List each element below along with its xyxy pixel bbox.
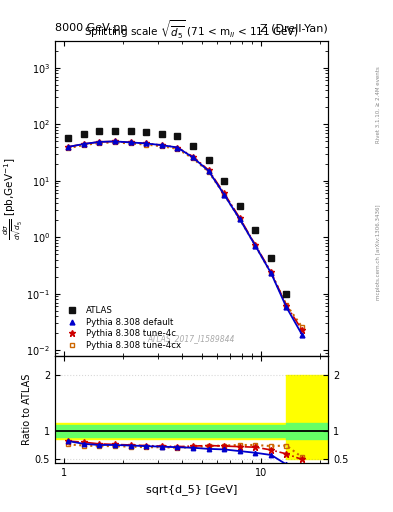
Pythia 8.308 default	[81, 141, 86, 147]
Pythia 8.308 default	[144, 140, 149, 146]
Pythia 8.308 default	[222, 191, 227, 198]
Y-axis label: $\frac{d\sigma}{d\sqrt{d_5}}$ [pb,GeV$^{-1}$]: $\frac{d\sigma}{d\sqrt{d_5}}$ [pb,GeV$^{…	[2, 157, 25, 240]
Pythia 8.308 default	[237, 216, 242, 222]
Pythia 8.308 tune-4c	[128, 139, 133, 145]
Pythia 8.308 tune-4c	[112, 138, 117, 144]
ATLAS	[175, 133, 180, 139]
Text: mcplots.cern.ch [arXiv:1306.3436]: mcplots.cern.ch [arXiv:1306.3436]	[376, 205, 380, 301]
Pythia 8.308 tune-4cx	[128, 140, 133, 146]
Y-axis label: Ratio to ATLAS: Ratio to ATLAS	[22, 374, 32, 445]
Pythia 8.308 tune-4cx	[206, 169, 211, 175]
Pythia 8.308 tune-4c	[253, 242, 258, 248]
Pythia 8.308 tune-4c	[144, 140, 149, 146]
Pythia 8.308 tune-4c	[284, 303, 289, 309]
Pythia 8.308 default	[97, 139, 102, 145]
ATLAS	[144, 129, 149, 135]
Pythia 8.308 default	[253, 243, 258, 249]
Pythia 8.308 default	[66, 144, 71, 150]
Pythia 8.308 tune-4c	[191, 154, 195, 160]
Pythia 8.308 tune-4cx	[97, 140, 102, 146]
Text: Rivet 3.1.10, ≥ 2.4M events: Rivet 3.1.10, ≥ 2.4M events	[376, 67, 380, 143]
Pythia 8.308 default	[284, 304, 289, 310]
Pythia 8.308 tune-4c	[175, 144, 180, 151]
Pythia 8.308 tune-4c	[160, 142, 164, 148]
ATLAS	[206, 157, 211, 163]
Pythia 8.308 default	[191, 155, 195, 161]
Pythia 8.308 tune-4cx	[237, 216, 242, 222]
Pythia 8.308 tune-4cx	[144, 141, 149, 147]
Line: Pythia 8.308 tune-4c: Pythia 8.308 tune-4c	[65, 138, 305, 333]
Pythia 8.308 default	[112, 138, 117, 144]
ATLAS	[160, 131, 164, 137]
Pythia 8.308 default	[269, 270, 274, 276]
Legend: ATLAS, Pythia 8.308 default, Pythia 8.308 tune-4c, Pythia 8.308 tune-4cx: ATLAS, Pythia 8.308 default, Pythia 8.30…	[59, 304, 183, 352]
Pythia 8.308 tune-4cx	[112, 139, 117, 145]
Pythia 8.308 default	[128, 139, 133, 145]
ATLAS	[81, 131, 86, 137]
ATLAS	[97, 129, 102, 135]
Pythia 8.308 tune-4cx	[222, 191, 227, 198]
ATLAS	[222, 178, 227, 184]
ATLAS	[128, 129, 133, 135]
Text: 8000 GeV pp: 8000 GeV pp	[55, 23, 127, 33]
ATLAS	[269, 254, 274, 261]
Pythia 8.308 default	[206, 168, 211, 174]
Pythia 8.308 tune-4cx	[66, 145, 71, 151]
Pythia 8.308 tune-4cx	[175, 146, 180, 152]
ATLAS	[284, 291, 289, 297]
Pythia 8.308 tune-4c	[66, 144, 71, 150]
Pythia 8.308 default	[175, 144, 180, 151]
Title: Splitting scale $\sqrt{\overline{d_5}}$ (71 < m$_{ll}$ < 111 GeV): Splitting scale $\sqrt{\overline{d_5}}$ …	[84, 18, 299, 41]
ATLAS	[112, 128, 117, 134]
Pythia 8.308 tune-4cx	[269, 270, 274, 276]
Pythia 8.308 tune-4c	[237, 215, 242, 221]
Pythia 8.308 tune-4cx	[81, 142, 86, 148]
ATLAS	[191, 143, 195, 149]
Pythia 8.308 tune-4cx	[160, 143, 164, 150]
Pythia 8.308 tune-4c	[97, 139, 102, 145]
Line: ATLAS: ATLAS	[65, 128, 290, 297]
Pythia 8.308 tune-4c	[206, 167, 211, 173]
Line: Pythia 8.308 tune-4cx: Pythia 8.308 tune-4cx	[66, 140, 305, 329]
ATLAS	[253, 227, 258, 233]
ATLAS	[237, 203, 242, 209]
ATLAS	[66, 135, 71, 141]
Pythia 8.308 tune-4c	[299, 327, 304, 333]
Pythia 8.308 tune-4cx	[253, 243, 258, 249]
Text: Z (Drell-Yan): Z (Drell-Yan)	[261, 23, 328, 33]
Pythia 8.308 tune-4c	[81, 141, 86, 147]
Pythia 8.308 tune-4c	[269, 269, 274, 275]
Text: ATLAS_2017_I1589844: ATLAS_2017_I1589844	[148, 334, 235, 343]
Pythia 8.308 default	[299, 332, 304, 338]
Pythia 8.308 tune-4c	[222, 190, 227, 197]
Pythia 8.308 tune-4cx	[299, 324, 304, 330]
Pythia 8.308 tune-4cx	[284, 302, 289, 308]
X-axis label: sqrt{d_5} [GeV]: sqrt{d_5} [GeV]	[146, 484, 237, 495]
Pythia 8.308 default	[160, 142, 164, 148]
Line: Pythia 8.308 default: Pythia 8.308 default	[66, 139, 305, 337]
Pythia 8.308 tune-4cx	[191, 155, 195, 161]
